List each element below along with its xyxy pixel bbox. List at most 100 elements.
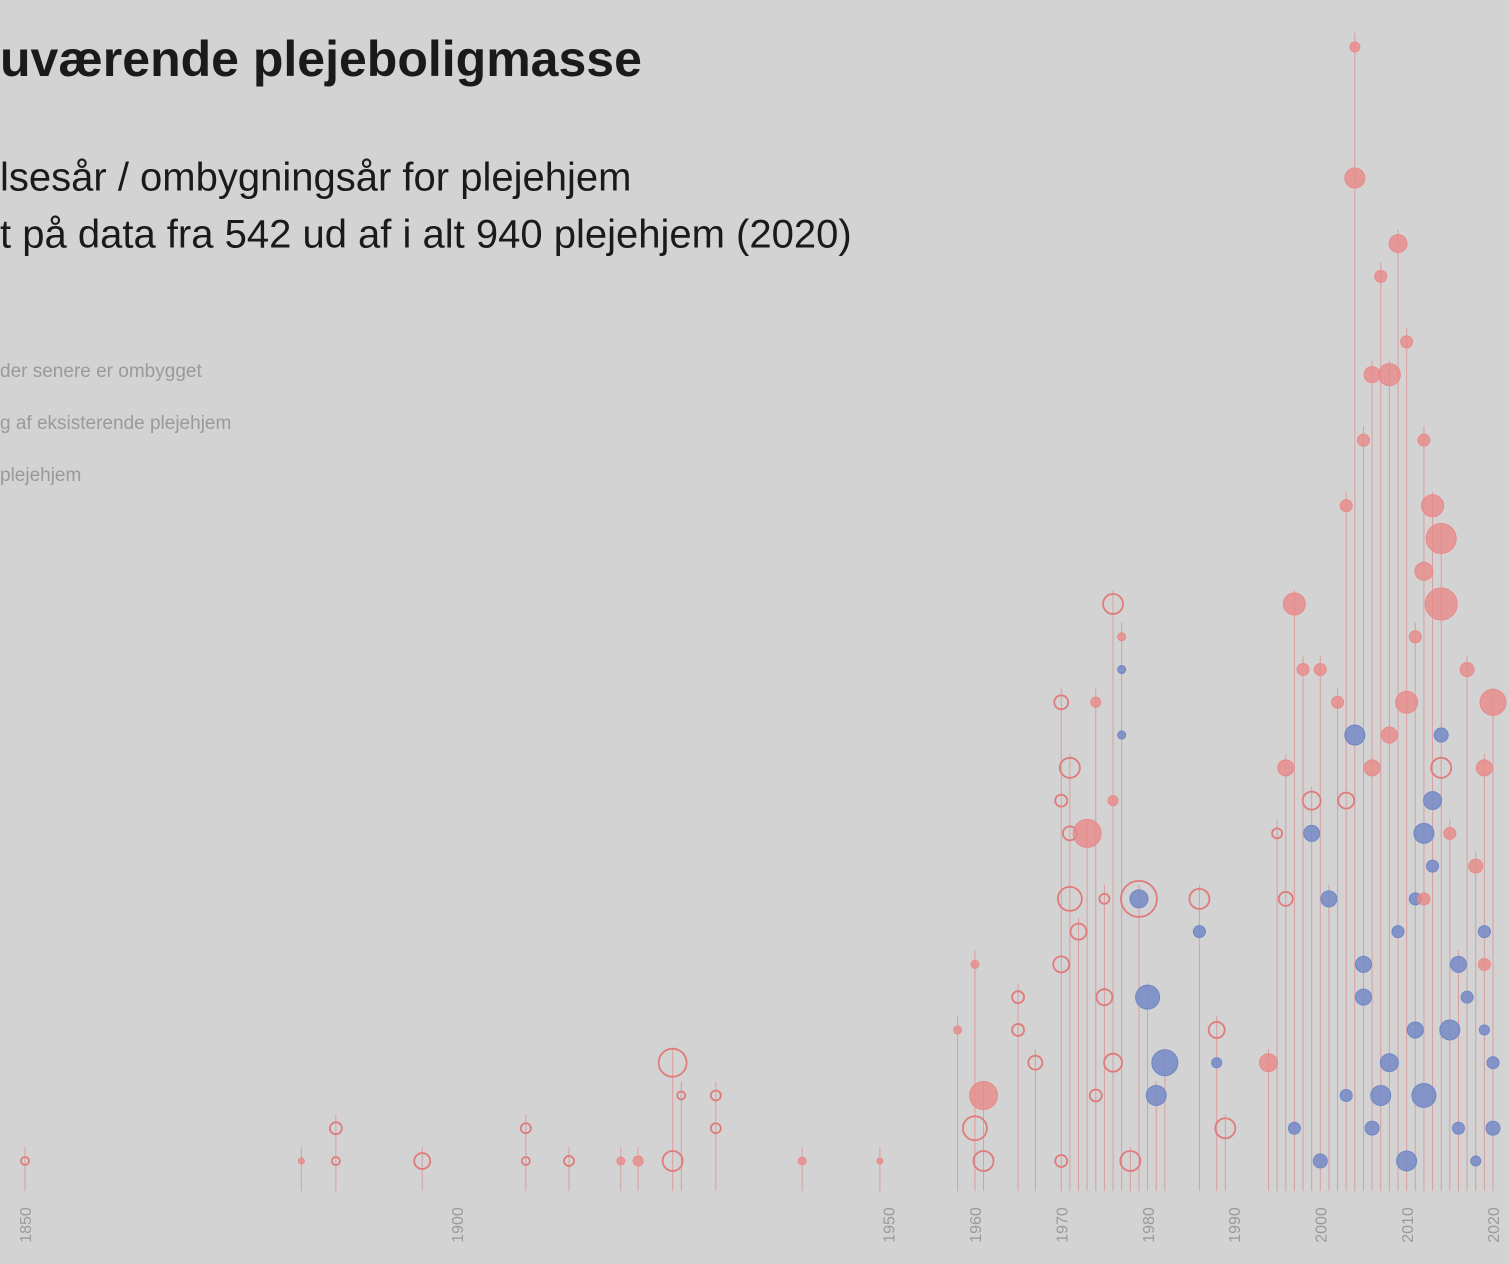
dot xyxy=(1258,1053,1278,1073)
dot xyxy=(1417,433,1431,447)
chart-title: uværende plejeboligmasse xyxy=(0,31,642,87)
dot xyxy=(1433,727,1449,743)
dot xyxy=(1129,889,1149,909)
dot xyxy=(961,1115,988,1142)
dot xyxy=(1282,592,1306,616)
dot xyxy=(1356,433,1370,447)
dot xyxy=(1135,984,1161,1010)
dot xyxy=(1011,990,1025,1005)
dot xyxy=(330,1156,341,1166)
dot xyxy=(1088,1088,1103,1103)
x-tick-label: 2020 xyxy=(1486,1207,1503,1243)
legend-label: plejehjem xyxy=(0,465,81,486)
dot xyxy=(413,1152,432,1170)
dot xyxy=(1414,561,1434,581)
dot xyxy=(1377,363,1401,387)
dot xyxy=(1460,990,1474,1004)
dot xyxy=(1408,630,1422,644)
dot xyxy=(1477,957,1491,971)
dot xyxy=(1117,665,1127,675)
dot xyxy=(1102,593,1124,615)
dot xyxy=(1413,822,1435,844)
dot xyxy=(1303,824,1321,842)
dot xyxy=(1277,759,1295,777)
dot xyxy=(969,1080,999,1110)
dot xyxy=(1287,1121,1301,1135)
dot xyxy=(1426,859,1440,873)
x-tick-label: 2000 xyxy=(1314,1207,1331,1243)
dot xyxy=(1354,988,1372,1006)
dot xyxy=(1054,1154,1069,1168)
dot xyxy=(1320,890,1338,908)
dot xyxy=(709,1122,722,1135)
subtitle: lsesår / ombygningsår for plejehjem xyxy=(0,156,631,200)
dot xyxy=(1058,756,1081,779)
dot xyxy=(1485,1120,1501,1136)
dot xyxy=(661,1150,684,1172)
dot xyxy=(1151,1049,1179,1077)
dot xyxy=(1425,522,1457,554)
dot xyxy=(297,1157,305,1165)
dot xyxy=(1396,1150,1418,1172)
dot xyxy=(1468,858,1484,874)
dot xyxy=(1339,499,1353,513)
dot xyxy=(1095,988,1114,1007)
dot xyxy=(1211,1057,1223,1069)
dot xyxy=(1380,726,1398,744)
dot xyxy=(1417,892,1431,906)
dot xyxy=(1192,925,1206,939)
dot xyxy=(1117,730,1127,740)
dot xyxy=(1054,793,1069,808)
dot xyxy=(1072,818,1102,848)
dot xyxy=(1098,892,1111,905)
dot xyxy=(1406,1021,1424,1039)
dot xyxy=(1411,1082,1437,1108)
dot xyxy=(876,1157,884,1165)
dot xyxy=(1027,1054,1044,1071)
dot xyxy=(972,1150,995,1172)
dot xyxy=(1479,688,1507,716)
x-tick-label: 1990 xyxy=(1227,1207,1244,1243)
dot xyxy=(1477,925,1491,939)
dot xyxy=(1391,925,1405,939)
dot xyxy=(1337,791,1356,810)
dot xyxy=(1470,1155,1482,1167)
dot xyxy=(1331,695,1345,709)
x-tick-label: 1850 xyxy=(18,1207,35,1243)
dot xyxy=(1363,759,1381,777)
dot xyxy=(1056,885,1083,912)
dot xyxy=(1344,724,1366,746)
dot xyxy=(1053,694,1070,711)
dot xyxy=(1188,887,1211,910)
dot xyxy=(1207,1021,1226,1039)
dot xyxy=(1424,587,1458,621)
x-tick-label: 1970 xyxy=(1054,1207,1071,1243)
dot xyxy=(1271,827,1284,840)
dot xyxy=(1103,1052,1123,1073)
dot xyxy=(1478,1024,1490,1036)
dot xyxy=(1363,366,1381,384)
subtitle: t på data fra 542 ud af i alt 940 plejeh… xyxy=(0,213,852,257)
dot xyxy=(328,1121,343,1136)
dot xyxy=(1344,167,1366,189)
dot xyxy=(1214,1117,1237,1140)
dot xyxy=(563,1155,575,1167)
dot xyxy=(1117,632,1127,642)
dot xyxy=(1145,1084,1167,1106)
dot xyxy=(709,1089,722,1102)
dot xyxy=(1421,494,1445,518)
dot xyxy=(1069,922,1088,941)
dot xyxy=(1400,335,1414,349)
dot xyxy=(1430,756,1453,779)
dot xyxy=(1449,955,1467,973)
x-tick-label: 1900 xyxy=(450,1207,467,1243)
x-tick-label: 1960 xyxy=(968,1207,985,1243)
dot xyxy=(1451,1121,1465,1135)
dot xyxy=(1296,663,1310,677)
dot xyxy=(1312,1153,1328,1169)
dot xyxy=(1107,795,1119,807)
dot xyxy=(970,959,980,969)
dot xyxy=(1119,1150,1142,1172)
dot xyxy=(1354,955,1372,973)
